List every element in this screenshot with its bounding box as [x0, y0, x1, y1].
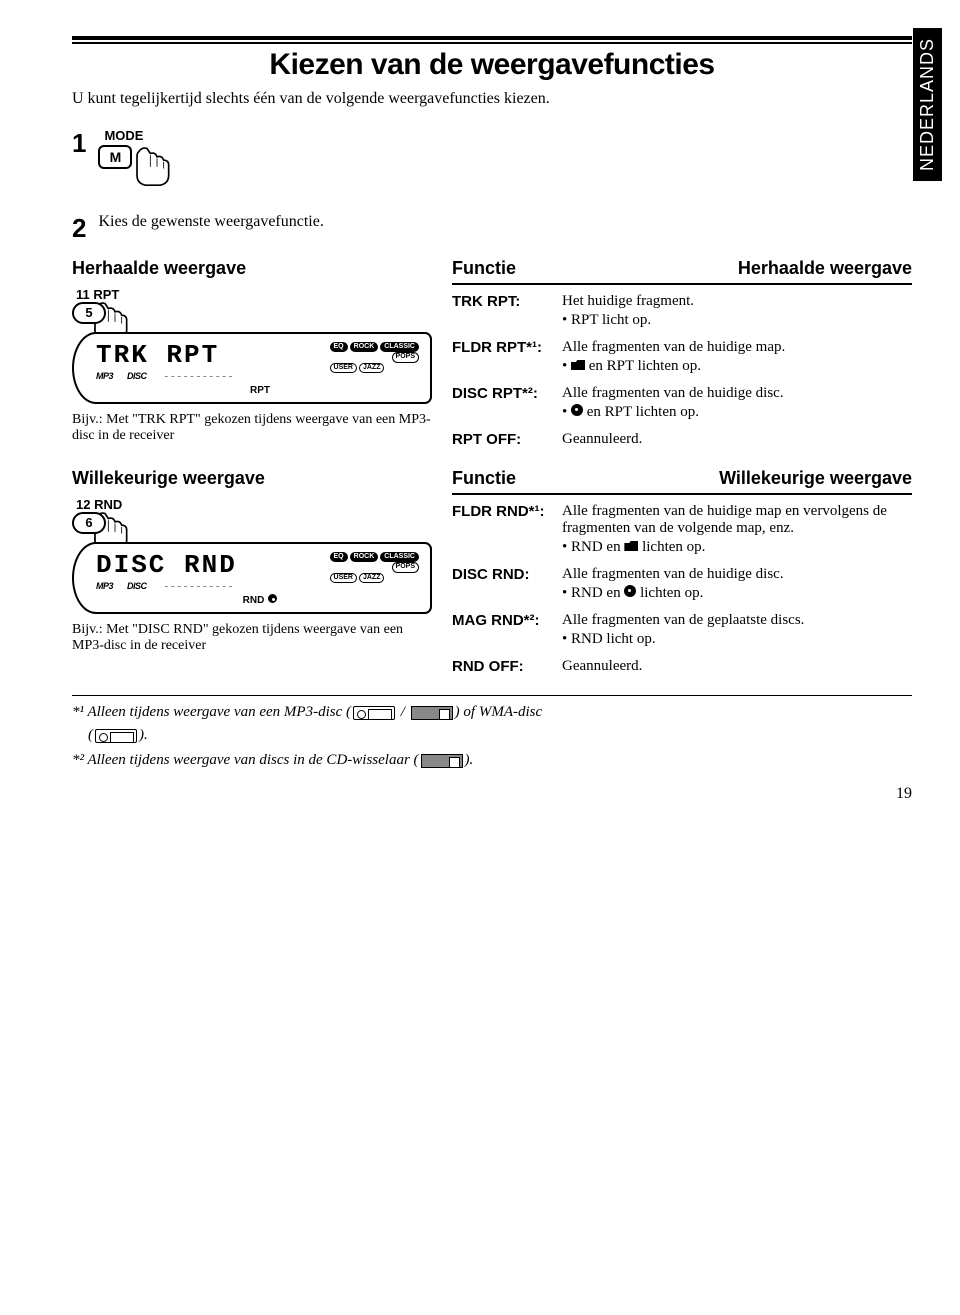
folder-icon: [571, 360, 585, 370]
disc-rnd-row: DISC RND: Alle fragmenten van de huidige…: [452, 566, 912, 602]
page-subtitle: U kunt tegelijkertijd slechts één van de…: [72, 90, 912, 108]
lcd-mp3: MP3: [96, 581, 113, 591]
step-2: 2 Kies de gewenste weergavefunctie.: [72, 213, 912, 244]
lcd-mode-rpt: RPT: [250, 385, 270, 396]
eq-indicator: EQROCKCLASSIC POPS USERJAZZ: [329, 552, 420, 583]
repeat-table-head: Functie Herhaalde weergave: [452, 258, 912, 285]
disc-icon: [624, 585, 636, 597]
mag-rnd-row: MAG RND*²: Alle fragmenten van de geplaa…: [452, 612, 912, 648]
mode-label: MODE: [104, 128, 182, 143]
lcd-mp3: MP3: [96, 371, 113, 381]
footnote-1: *¹ Alleen tijdens weergave van een MP3-d…: [72, 695, 912, 744]
wma-disc-icon: [95, 729, 137, 743]
col-functie: Functie: [452, 258, 516, 279]
header-box: Kiezen van de weergavefuncties U kunt te…: [72, 42, 912, 108]
rnd-caption: Bijv.: Met "DISC RND" gekozen tijdens we…: [72, 622, 432, 654]
lcd-dashes: - - - - - - - - - - -: [165, 370, 233, 382]
hand-press-icon: [132, 143, 182, 189]
step-2-text: Kies de gewenste weergavefunctie.: [98, 213, 323, 230]
lcd-mode-rnd: RND: [243, 595, 265, 606]
rpt-off-row: RPT OFF: Geannuleerd.: [452, 431, 912, 448]
disc-rpt-row: DISC RPT*²: Alle fragmenten van de huidi…: [452, 385, 912, 421]
cd-changer-icon: [421, 754, 463, 768]
trk-rpt-row: TRK RPT: Het huidige fragment.• RPT lich…: [452, 293, 912, 329]
folder-icon: [624, 541, 638, 551]
lcd-disc: DISC: [127, 371, 147, 381]
rpt-caption: Bijv.: Met "TRK RPT" gekozen tijdens wee…: [72, 412, 432, 444]
lcd-display-rpt: TRK RPT MP3 DISC - - - - - - - - - - - R…: [72, 332, 432, 404]
footnote-2: *² Alleen tijdens weergave van discs in …: [72, 752, 912, 769]
step-2-number: 2: [72, 213, 86, 244]
page-title: Kiezen van de weergavefuncties: [269, 48, 714, 82]
random-heading: Willekeurige weergave: [72, 468, 432, 489]
fldr-rnd-row: FLDR RND*¹: Alle fragmenten van de huidi…: [452, 503, 912, 556]
language-tab: NEDERLANDS: [913, 28, 942, 181]
col-functie: Functie: [452, 468, 516, 489]
disc-icon: [268, 594, 277, 603]
random-table-head: Functie Willekeurige weergave: [452, 468, 912, 495]
lcd-dashes: - - - - - - - - - - -: [165, 580, 233, 592]
rnd-off-row: RND OFF: Geannuleerd.: [452, 658, 912, 675]
col-herhaalde: Herhaalde weergave: [738, 258, 912, 279]
col-willekeurige: Willekeurige weergave: [719, 468, 912, 489]
lcd-disc: DISC: [127, 581, 147, 591]
m-button[interactable]: M: [98, 145, 132, 169]
cd-icon: [411, 706, 453, 720]
button-6[interactable]: 6: [72, 512, 106, 534]
button-5[interactable]: 5: [72, 302, 106, 324]
fldr-rpt-row: FLDR RPT*¹: Alle fragmenten van de huidi…: [452, 339, 912, 375]
step-1: 1 MODE M: [72, 128, 912, 189]
step-1-number: 1: [72, 128, 86, 159]
disc-icon: [571, 404, 583, 416]
top-rule-thick: [72, 36, 912, 40]
eq-indicator: EQROCKCLASSIC POPS USERJAZZ: [329, 342, 420, 373]
page-number: 19: [72, 785, 912, 803]
mp3-disc-icon: [353, 706, 395, 720]
repeat-heading: Herhaalde weergave: [72, 258, 432, 279]
lcd-display-rnd: DISC RND MP3 DISC - - - - - - - - - - - …: [72, 542, 432, 614]
